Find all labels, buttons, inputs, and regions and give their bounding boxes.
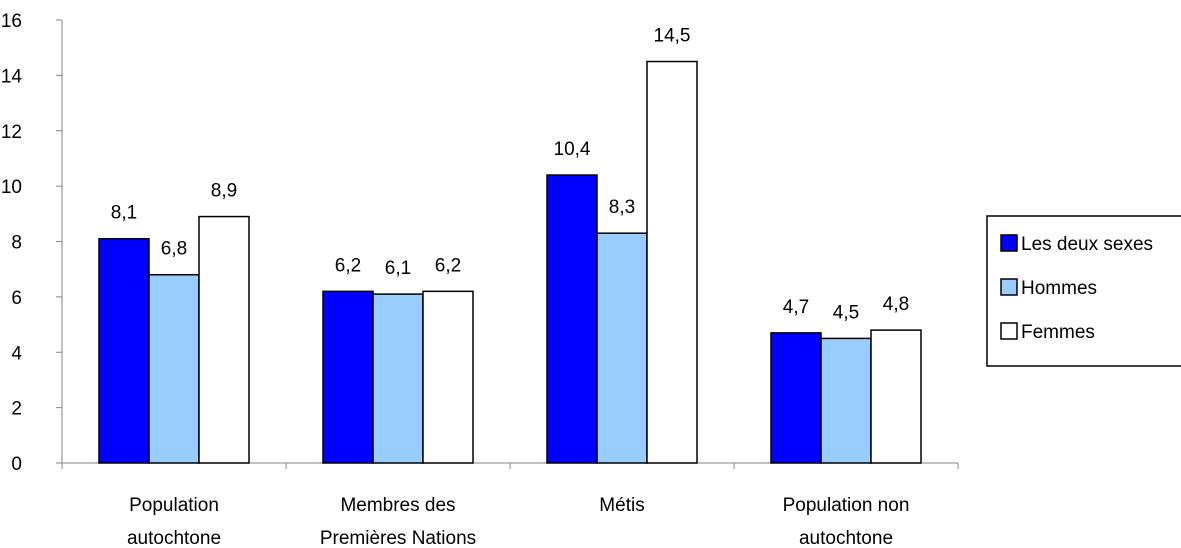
y-axis: 0 2 4 6 8 10 12 14 16 [1, 11, 63, 475]
bar [870, 329, 922, 464]
bar [770, 332, 822, 464]
data-label: 6,1 [385, 258, 411, 279]
x-category-label: Population [129, 495, 219, 516]
legend-label: Femmes [1021, 322, 1095, 343]
legend-box [986, 215, 1181, 367]
y-tick-label: 0 [11, 454, 22, 475]
data-label: 8,3 [609, 197, 635, 218]
bar [646, 60, 698, 464]
y-tick-label: 14 [1, 66, 23, 87]
bar [198, 215, 250, 464]
data-label: 8,1 [111, 203, 137, 224]
data-label: 8,9 [211, 181, 237, 202]
y-tick-label: 16 [1, 11, 22, 32]
x-category-label: autochtone [799, 528, 893, 548]
y-tick-label: 2 [11, 399, 22, 420]
x-category-label: Population non [783, 495, 910, 516]
bar [422, 290, 474, 464]
y-tick-label: 6 [11, 288, 22, 309]
bar [148, 273, 200, 464]
data-label: 4,7 [783, 297, 809, 318]
bars [98, 60, 922, 464]
bar [98, 237, 150, 464]
bar [546, 174, 598, 464]
data-label: 6,8 [161, 239, 187, 260]
bar [322, 290, 374, 464]
data-label: 14,5 [654, 26, 691, 47]
data-label: 6,2 [435, 255, 461, 276]
y-tick-label: 10 [1, 177, 22, 198]
y-tick-label: 8 [11, 233, 22, 254]
legend-label: Hommes [1021, 278, 1097, 299]
data-label: 10,4 [554, 139, 591, 160]
x-category-label: Métis [599, 495, 644, 516]
legend: Les deux sexes Hommes Femmes [986, 215, 1181, 367]
y-tick-label: 12 [1, 122, 22, 143]
legend-swatch [1000, 234, 1018, 252]
legend-swatch [1000, 278, 1018, 296]
x-category-label: Premières Nations [320, 528, 476, 548]
data-label: 6,2 [335, 255, 361, 276]
data-labels: 8,1 6,2 10,4 4,7 6,8 6,1 8,3 4,5 8,9 6,2 14,5 4,8 [111, 26, 909, 324]
bar [596, 232, 648, 464]
legend-swatch [1000, 322, 1018, 340]
legend-label: Les deux sexes [1021, 234, 1153, 255]
bar [820, 337, 872, 464]
data-label: 4,5 [833, 302, 859, 323]
bar [372, 293, 424, 464]
data-label: 4,8 [883, 294, 909, 315]
x-category-label: Membres des [340, 495, 455, 516]
x-category-label: autochtone [127, 528, 221, 548]
y-tick-label: 4 [11, 343, 22, 364]
x-axis: Population autochtone Membres des Premières… [61, 462, 959, 548]
